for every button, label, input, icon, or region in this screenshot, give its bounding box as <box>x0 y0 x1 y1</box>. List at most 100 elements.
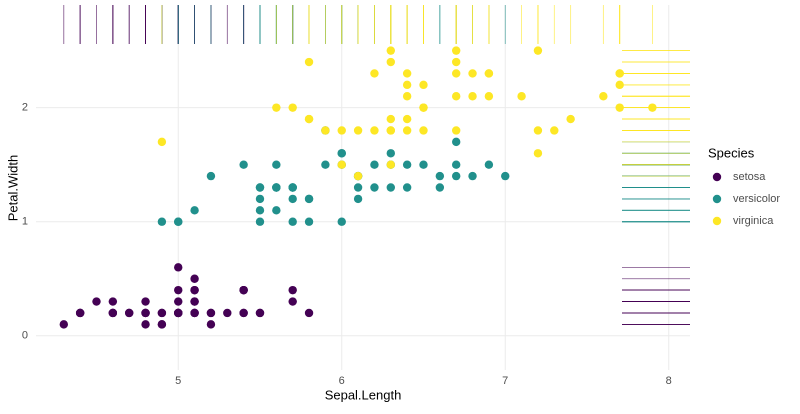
legend-swatch <box>712 172 722 182</box>
point <box>174 263 183 272</box>
y-tick-label: 1 <box>22 216 28 228</box>
legend-label: setosa <box>733 171 766 183</box>
legend-swatch <box>712 216 722 226</box>
legend-swatch <box>712 194 722 204</box>
point <box>370 183 379 192</box>
point <box>321 160 330 169</box>
point <box>288 297 297 306</box>
point <box>272 103 281 112</box>
x-tick-label: 8 <box>666 375 672 387</box>
point <box>304 114 314 124</box>
point <box>484 69 494 78</box>
point <box>386 46 395 55</box>
point <box>190 274 199 283</box>
point <box>386 114 395 124</box>
point <box>206 320 216 329</box>
point <box>533 126 543 135</box>
point <box>451 137 461 147</box>
point <box>468 171 477 181</box>
point <box>288 103 297 112</box>
y-tick-label: 0 <box>22 330 28 342</box>
x-tick-label: 5 <box>175 375 181 387</box>
point <box>255 206 265 215</box>
point <box>370 160 379 169</box>
point <box>288 217 297 226</box>
point <box>288 194 297 204</box>
point <box>157 217 167 226</box>
point <box>321 126 330 135</box>
point <box>157 308 167 318</box>
point <box>124 308 134 318</box>
point <box>451 57 461 67</box>
point <box>174 285 183 295</box>
point <box>419 126 428 135</box>
point <box>501 171 510 181</box>
point <box>419 160 428 169</box>
point <box>337 160 346 169</box>
x-tick-label: 6 <box>339 375 345 387</box>
point <box>288 285 297 295</box>
point <box>337 126 346 135</box>
point <box>272 206 281 215</box>
point <box>206 171 216 181</box>
point <box>517 92 526 101</box>
point <box>353 183 363 192</box>
point <box>419 103 428 112</box>
point <box>615 103 624 112</box>
point <box>141 308 150 318</box>
point <box>255 308 265 318</box>
point <box>337 217 346 226</box>
point <box>402 160 412 169</box>
point <box>108 297 118 306</box>
point <box>402 114 412 124</box>
point <box>435 183 445 192</box>
point <box>419 80 428 90</box>
point <box>157 137 167 147</box>
point <box>239 308 248 318</box>
point <box>402 126 412 135</box>
point <box>141 320 150 329</box>
point <box>435 171 445 181</box>
y-axis-title: Petal.Width <box>5 155 20 221</box>
point <box>304 57 314 67</box>
point <box>533 46 543 55</box>
point <box>451 126 461 135</box>
point <box>451 69 461 78</box>
point <box>386 57 395 67</box>
point <box>386 160 395 169</box>
point <box>402 183 412 192</box>
point <box>190 285 199 295</box>
point <box>402 80 412 90</box>
point <box>550 126 559 135</box>
point <box>255 217 265 226</box>
point <box>174 297 183 306</box>
point <box>272 183 281 192</box>
point <box>484 160 494 169</box>
point <box>386 126 395 135</box>
point <box>108 308 118 318</box>
point <box>386 149 395 158</box>
point <box>304 194 314 204</box>
x-axis-title: Sepal.Length <box>325 387 402 402</box>
point <box>468 69 477 78</box>
point <box>157 320 167 329</box>
point <box>451 160 461 169</box>
point <box>190 308 199 318</box>
point <box>174 308 183 318</box>
point <box>370 126 379 135</box>
point <box>304 217 314 226</box>
point <box>353 126 363 135</box>
legend-label: virginica <box>733 215 774 227</box>
point <box>75 308 85 318</box>
point <box>533 149 543 158</box>
point <box>615 69 624 78</box>
point <box>370 69 379 78</box>
point <box>206 308 216 318</box>
point <box>337 149 346 158</box>
point <box>402 69 412 78</box>
point <box>92 297 101 306</box>
point <box>451 46 461 55</box>
point <box>468 92 477 101</box>
